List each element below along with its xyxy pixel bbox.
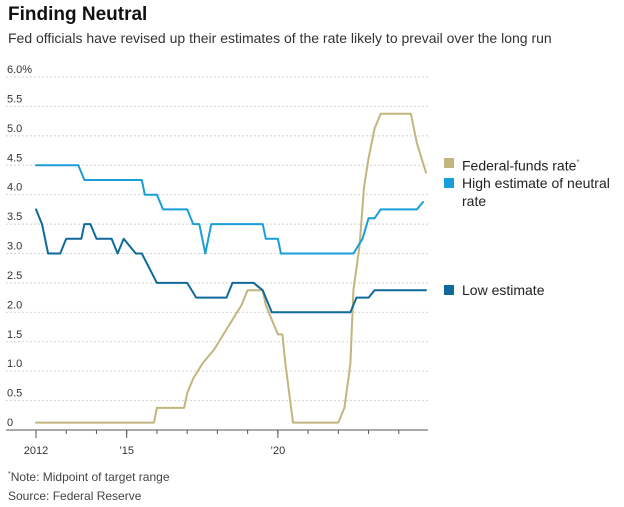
chart-subtitle: Fed officials have revised up their esti…	[8, 30, 552, 46]
footnote-text: Note: Midpoint of target range	[10, 470, 170, 484]
y-tick-label: 1.5	[7, 329, 22, 341]
y-tick-label: 4.5	[7, 152, 22, 164]
y-tick-label: 5.5	[7, 93, 22, 105]
x-axis: 2012 ’15 ’20	[24, 430, 400, 457]
legend-footnote-marker: *	[576, 158, 580, 167]
y-tick-label: 5.0	[7, 123, 22, 135]
y-tick-label: 4.0	[7, 182, 22, 194]
series-lines	[35, 112, 427, 424]
footnote-marker: *	[8, 471, 11, 478]
y-tick-label: 6.0%	[7, 64, 32, 76]
footnote: *Note: Midpoint of target range	[8, 470, 170, 484]
series-line-high	[35, 164, 424, 255]
y-tick-label: 2.5	[7, 270, 22, 282]
x-tick-label: 2012	[24, 445, 48, 457]
gridlines	[6, 76, 428, 431]
series-line-fedfunds	[35, 112, 427, 424]
y-tick-label: 0.5	[7, 388, 22, 400]
legend-swatch-fedfunds	[444, 158, 454, 168]
legend-label-fedfunds: Federal-funds rate	[462, 157, 577, 174]
x-tick-label: ’15	[119, 445, 134, 457]
source-line: Source: Federal Reserve	[8, 489, 142, 503]
series-line-low	[35, 208, 427, 314]
legend-label-high: High estimate of neutral rate	[462, 175, 610, 209]
x-tick-label: ’20	[271, 445, 286, 457]
line-chart: 0 0.5 1.0 1.5 2.0 2.5 3.0 3.5 4.0 4.5 5.0 5.5 6.0% 2…	[6, 64, 428, 457]
chart-title: Finding Neutral	[8, 4, 148, 25]
y-axis-ticks: 0 0.5 1.0 1.5 2.0 2.5 3.0 3.5 4.0 4.5 5.0 5.5 6.0%	[7, 64, 32, 429]
legend-label-low: Low estimate	[462, 282, 545, 298]
y-tick-label: 3.0	[7, 241, 22, 253]
y-tick-label: 0	[7, 417, 13, 429]
legend-swatch-low	[444, 285, 454, 295]
y-tick-label: 2.0	[7, 299, 22, 311]
y-tick-label: 3.5	[7, 211, 22, 223]
legend-swatch-high	[444, 178, 454, 188]
y-tick-label: 1.0	[7, 358, 22, 370]
